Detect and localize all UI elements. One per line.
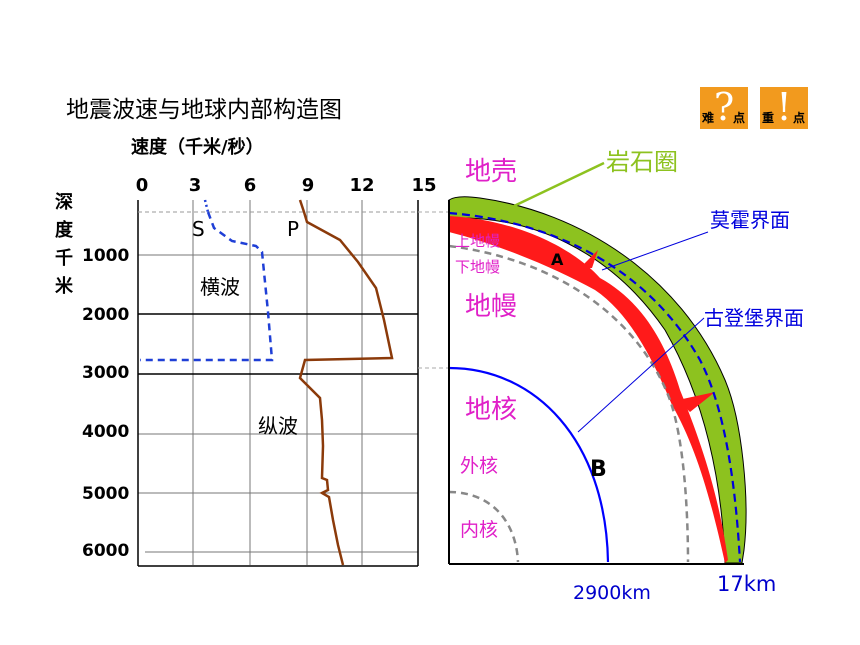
gutenberg-label: 古登堡界面: [704, 306, 804, 330]
speed-axis-label: 速度（千米/秒）: [131, 137, 264, 158]
lower-mantle-label: 下地幔: [455, 258, 500, 276]
s-wave-curve: [140, 211, 274, 362]
longitudinal-wave-label: 纵波: [258, 414, 298, 438]
upper-lower-mantle-boundary: [448, 244, 690, 563]
speed-tick: 12: [349, 175, 374, 196]
crust-depth-label: 17km: [717, 572, 776, 596]
exclamation-icon: !: [776, 85, 792, 129]
transverse-wave-label: 横波: [200, 275, 240, 299]
speed-tick: 0: [136, 175, 149, 196]
depth-tick: 3000: [82, 363, 129, 383]
depth-tick: 6000: [82, 541, 129, 561]
crust-band: [449, 216, 728, 563]
inner-core-boundary: [448, 490, 520, 563]
speed-tick: 3: [189, 175, 202, 196]
moho-boundary: [448, 211, 742, 563]
key-point-icon[interactable]: ! 重 点: [760, 85, 808, 129]
depth-axis-char: 米: [55, 275, 74, 297]
depth-axis-char: 度: [55, 219, 74, 241]
speed-tick: 15: [411, 175, 436, 196]
p-wave-label: P: [287, 217, 299, 241]
depth-tick: 4000: [82, 422, 129, 442]
mantle-label: 地幔: [465, 292, 517, 322]
point-b-label: B: [590, 457, 607, 482]
question-mark-icon: ?: [713, 85, 735, 129]
lithosphere-region: [448, 196, 747, 564]
speed-tick: 6: [244, 175, 257, 196]
depth-tick: 1000: [82, 246, 129, 266]
moho-label: 莫霍界面: [710, 208, 790, 232]
inner-core-label: 内核: [460, 519, 498, 541]
depth-tick: 5000: [82, 484, 129, 504]
depth-axis-char: 千: [55, 248, 73, 269]
upper-mantle-label: 上地幔: [455, 232, 500, 250]
speed-tick: 9: [302, 175, 315, 196]
depth-tick: 2000: [82, 305, 129, 325]
depth-axis-char: 深: [55, 191, 73, 213]
p-wave-curve: [298, 199, 394, 566]
outer-core-label: 外核: [460, 455, 498, 477]
gutenberg-depth-label: 2900km: [573, 582, 651, 604]
s-wave-label: S: [192, 217, 205, 241]
core-label: 地核: [465, 395, 517, 425]
page-title: 地震波速与地球内部构造图: [66, 97, 342, 123]
lithosphere-label: 岩石圈: [606, 148, 678, 176]
difficulty-point-icon[interactable]: ? 难 点: [700, 85, 748, 129]
crust-label: 地壳: [465, 157, 517, 187]
point-a-label: A: [551, 250, 564, 269]
chart-grid: [138, 200, 418, 565]
gutenberg-boundary: [448, 366, 610, 563]
